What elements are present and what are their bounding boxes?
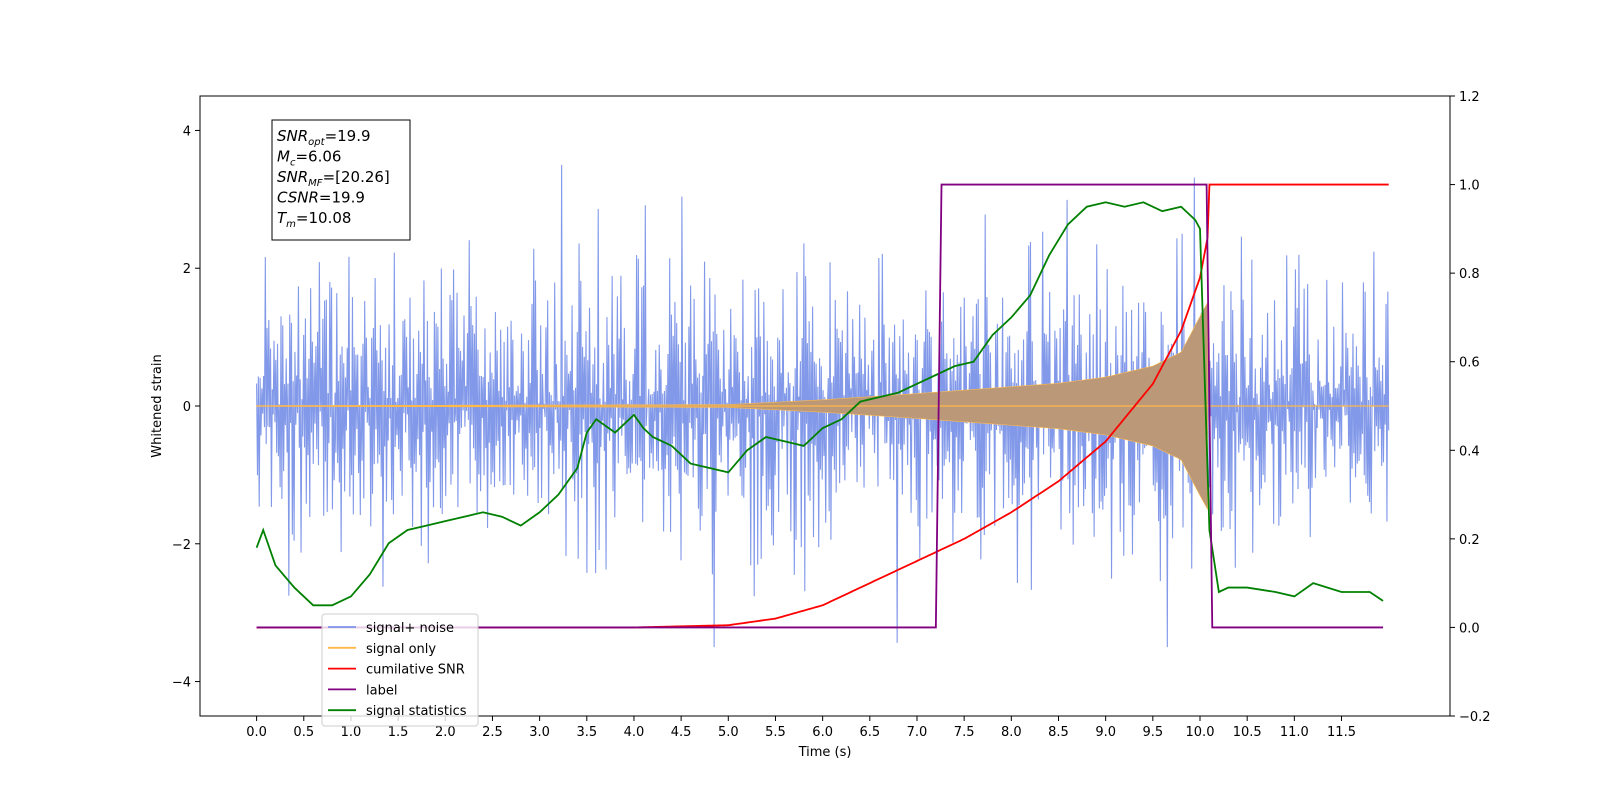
- x-tick-label: 10.0: [1186, 725, 1215, 740]
- y2-tick-label: 0.8: [1459, 267, 1480, 282]
- legend-frame: [321, 613, 479, 727]
- annotation-line: SNRMF=[20.26]: [277, 168, 390, 189]
- y-tick-label: −4: [172, 676, 191, 691]
- x-tick-label: 1.5: [388, 725, 409, 740]
- x-tick-label: 3.0: [529, 725, 550, 740]
- x-axis-label: Time (s): [798, 745, 852, 760]
- series-label: [256, 183, 1384, 629]
- x-tick-label: 9.5: [1142, 725, 1163, 740]
- y-tick-label: 4: [183, 124, 191, 139]
- x-tick-label: 5.5: [765, 725, 786, 740]
- x-tick-label: 11.0: [1280, 725, 1309, 740]
- x-tick-label: 6.5: [859, 725, 880, 740]
- y-tick-label: −2: [172, 538, 191, 553]
- x-tick-label: 7.5: [954, 725, 975, 740]
- annotation-line: Mc=6.06: [277, 148, 341, 169]
- legend-label: signal statistics: [366, 704, 467, 719]
- annotation-line: SNRopt=19.9: [277, 127, 371, 148]
- legend-label: cumilative SNR: [366, 663, 465, 678]
- y2-tick-label: 0.4: [1459, 444, 1480, 459]
- annotation-line: Tm=10.08: [277, 209, 351, 230]
- x-tick-label: 0.5: [293, 725, 314, 740]
- plot-area: [255, 164, 1390, 648]
- legend-label: signal only: [366, 642, 436, 657]
- x-tick-label: 0.0: [246, 725, 267, 740]
- legend-label: label: [366, 683, 397, 698]
- y2-tick-label: 0.6: [1459, 356, 1480, 371]
- y2-tick-label: −0.2: [1459, 710, 1491, 725]
- x-tick-label: 2.0: [435, 725, 456, 740]
- legend-label: signal+ noise: [366, 621, 454, 636]
- x-tick-label: 5.0: [718, 725, 739, 740]
- x-tick-label: 2.5: [482, 725, 503, 740]
- y-tick-label: 2: [183, 262, 191, 277]
- y-axis-label: Whitened strain: [150, 354, 165, 457]
- annotation-box: SNRopt=19.9Mc=6.06SNRMF=[20.26]CSNR=19.9…: [271, 119, 411, 241]
- y2-tick-label: 1.2: [1459, 90, 1480, 105]
- x-tick-label: 1.0: [341, 725, 362, 740]
- x-tick-label: 9.0: [1095, 725, 1116, 740]
- annotation-frame: [271, 119, 411, 241]
- y2-tick-label: 1.0: [1459, 179, 1480, 194]
- x-tick-label: 6.0: [812, 725, 833, 740]
- x-tick-label: 3.5: [576, 725, 597, 740]
- y-tick-label: 0: [183, 400, 191, 415]
- axes: 0.0 0.5 1.0 1.5 2.0 2.5 3.0 3.5 4.0 4.5 5.0 5.5 6.0 6…: [172, 90, 1491, 740]
- x-tick-label: 10.5: [1233, 725, 1262, 740]
- annotation-line: CSNR=19.9: [277, 189, 365, 207]
- legend: signal+ noise signal only cumilative SNR la…: [321, 613, 479, 727]
- x-tick-label: 4.0: [624, 725, 645, 740]
- x-tick-label: 11.5: [1327, 725, 1356, 740]
- x-tick-label: 7.0: [907, 725, 928, 740]
- x-tick-label: 8.5: [1048, 725, 1069, 740]
- x-tick-label: 4.5: [671, 725, 692, 740]
- y2-tick-label: 0.2: [1459, 533, 1480, 548]
- x-tick-label: 8.0: [1001, 725, 1022, 740]
- series-signal-statistics: [255, 201, 1384, 607]
- y2-tick-label: 0.0: [1459, 621, 1480, 636]
